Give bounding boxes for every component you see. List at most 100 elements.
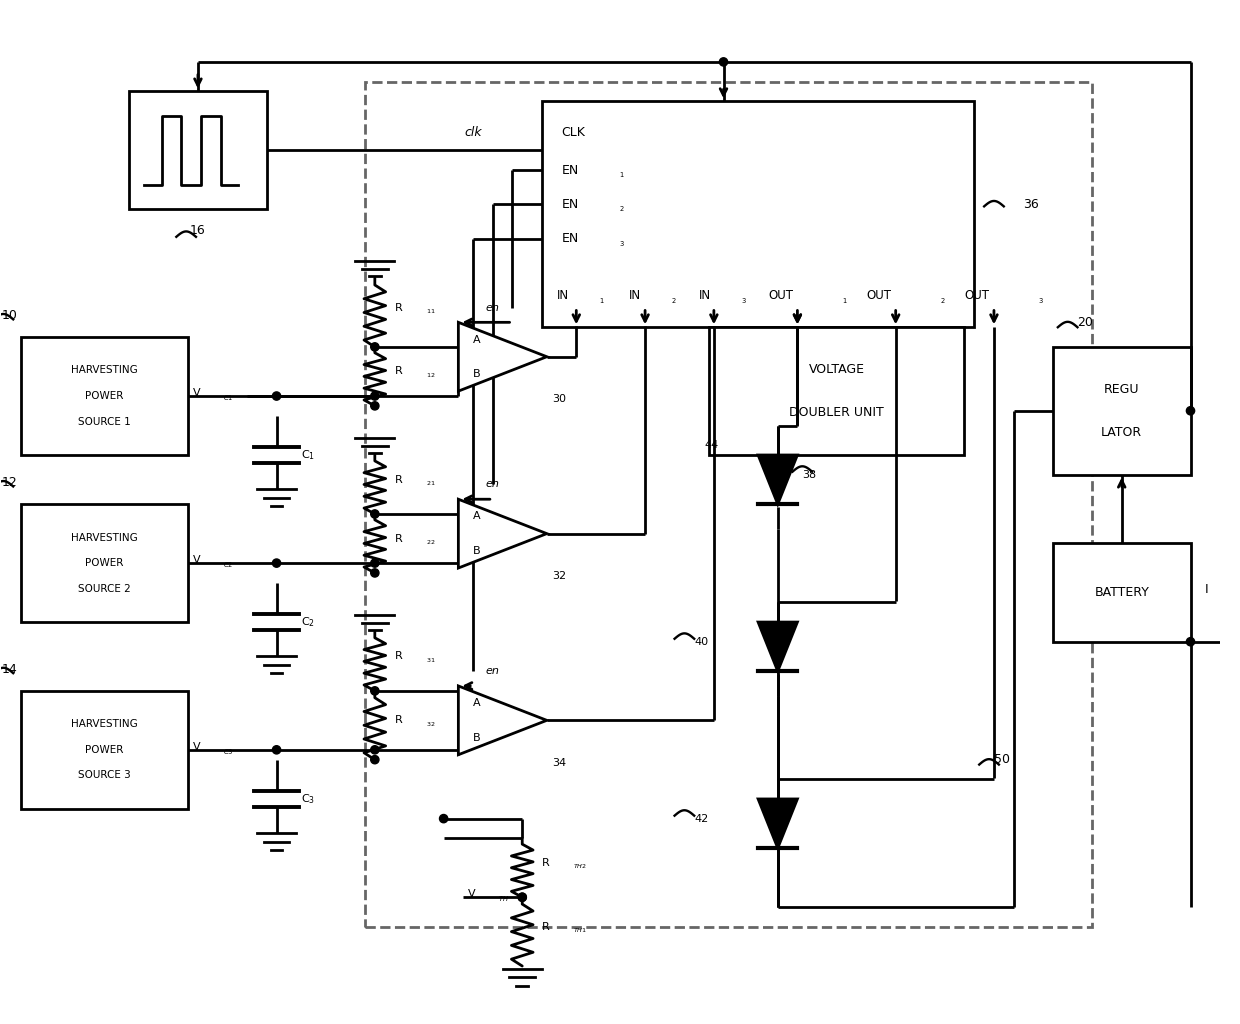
Text: V: V: [469, 889, 476, 899]
Text: B: B: [474, 546, 481, 556]
Text: $_1$: $_1$: [599, 296, 605, 306]
Text: 16: 16: [190, 224, 206, 238]
Circle shape: [371, 756, 379, 764]
Bar: [21, 504, 188, 622]
Text: 44: 44: [704, 440, 718, 451]
Text: $_{31}$: $_{31}$: [425, 656, 435, 665]
Circle shape: [439, 814, 448, 822]
Text: SOURCE 2: SOURCE 2: [78, 584, 131, 594]
Text: 12: 12: [1, 476, 17, 489]
Circle shape: [371, 401, 379, 410]
Polygon shape: [459, 500, 547, 568]
Text: POWER: POWER: [86, 391, 124, 401]
Text: POWER: POWER: [86, 744, 124, 755]
Text: $_{21}$: $_{21}$: [425, 479, 435, 488]
Circle shape: [1187, 407, 1194, 415]
Text: $_{22}$: $_{22}$: [425, 538, 435, 547]
Text: 30: 30: [552, 394, 565, 404]
Text: V: V: [193, 388, 201, 398]
Text: BATTERY: BATTERY: [1094, 586, 1149, 599]
Text: 42: 42: [694, 814, 708, 823]
Text: V: V: [193, 555, 201, 565]
Text: R: R: [542, 858, 549, 867]
Text: C$_1$: C$_1$: [301, 449, 315, 462]
Text: EN: EN: [562, 232, 579, 246]
Text: 10: 10: [1, 309, 17, 322]
Text: POWER: POWER: [86, 558, 124, 568]
Circle shape: [273, 392, 280, 400]
Text: HARVESTING: HARVESTING: [71, 366, 138, 376]
Text: I: I: [1205, 583, 1209, 596]
Text: V: V: [193, 741, 201, 752]
Text: 36: 36: [1023, 198, 1039, 211]
Text: $_3$: $_3$: [1038, 296, 1044, 306]
Text: OUT: OUT: [867, 290, 892, 302]
Text: $_2$: $_2$: [619, 205, 624, 214]
Text: R: R: [394, 367, 402, 377]
Text: 40: 40: [694, 637, 708, 647]
Text: REGU: REGU: [1104, 383, 1140, 395]
Text: 50: 50: [994, 753, 1009, 766]
Circle shape: [371, 510, 379, 518]
Circle shape: [273, 745, 280, 754]
Text: $_3$: $_3$: [619, 239, 625, 249]
Text: C$_3$: C$_3$: [301, 792, 315, 806]
Circle shape: [371, 343, 379, 351]
Text: HARVESTING: HARVESTING: [71, 532, 138, 543]
Text: SOURCE 1: SOURCE 1: [78, 417, 131, 427]
Circle shape: [371, 568, 379, 578]
Bar: [1053, 347, 1190, 475]
Polygon shape: [758, 799, 797, 848]
Text: $_{12}$: $_{12}$: [425, 371, 435, 380]
Text: R: R: [394, 534, 402, 544]
Text: VOLTAGE: VOLTAGE: [808, 362, 864, 376]
Text: clk: clk: [464, 126, 482, 139]
Text: R: R: [542, 922, 549, 932]
Text: DOUBLER UNIT: DOUBLER UNIT: [790, 407, 884, 419]
Text: 20: 20: [1078, 315, 1094, 329]
Circle shape: [1187, 638, 1194, 646]
Text: $_1$: $_1$: [842, 296, 847, 306]
Text: 38: 38: [802, 470, 816, 479]
Circle shape: [719, 57, 728, 66]
Text: $_2$: $_2$: [671, 296, 676, 306]
Bar: [129, 91, 267, 209]
Text: $_2$: $_2$: [940, 296, 946, 306]
Circle shape: [273, 559, 280, 567]
Bar: [542, 101, 975, 328]
Circle shape: [371, 745, 379, 754]
Text: IN: IN: [629, 290, 641, 302]
Text: EN: EN: [562, 164, 579, 176]
Text: 34: 34: [552, 758, 565, 768]
Text: en: en: [486, 667, 500, 676]
Text: IN: IN: [557, 290, 569, 302]
Text: 14: 14: [1, 663, 17, 676]
Text: $_{TH}$: $_{TH}$: [497, 894, 508, 904]
Text: OUT: OUT: [768, 290, 792, 302]
Bar: [21, 691, 188, 809]
Bar: [365, 82, 1092, 927]
Text: HARVESTING: HARVESTING: [71, 719, 138, 729]
Bar: [21, 337, 188, 455]
Text: $_{32}$: $_{32}$: [425, 720, 435, 729]
Text: $_{TH2}$: $_{TH2}$: [573, 862, 588, 871]
Bar: [709, 328, 965, 455]
Text: en: en: [486, 479, 500, 489]
Circle shape: [518, 893, 526, 901]
Text: $_{C2}$: $_{C2}$: [222, 560, 233, 570]
Text: C$_2$: C$_2$: [301, 615, 315, 629]
Text: CLK: CLK: [562, 126, 585, 139]
Polygon shape: [459, 323, 547, 391]
Text: EN: EN: [562, 198, 579, 211]
Polygon shape: [459, 686, 547, 755]
Polygon shape: [758, 455, 797, 504]
Text: $_{TH1}$: $_{TH1}$: [573, 926, 588, 935]
Text: B: B: [474, 369, 481, 379]
Text: OUT: OUT: [965, 290, 990, 302]
Circle shape: [371, 687, 379, 695]
Text: B: B: [474, 732, 481, 742]
Circle shape: [371, 559, 379, 567]
Text: A: A: [474, 335, 481, 344]
Text: $_{11}$: $_{11}$: [425, 307, 435, 316]
Circle shape: [518, 893, 526, 901]
